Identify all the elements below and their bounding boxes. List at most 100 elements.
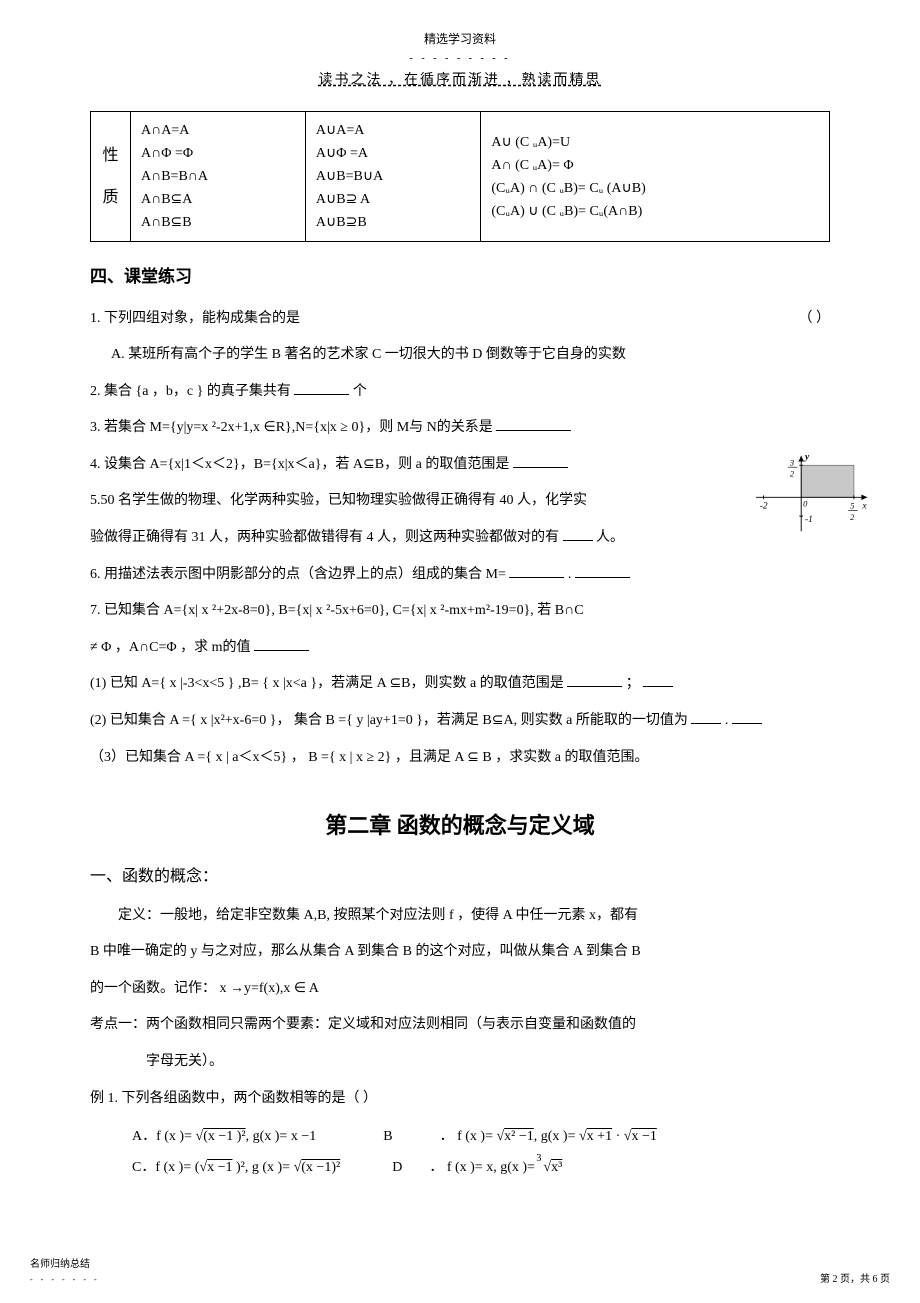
egD_sqrt: x³	[551, 1160, 562, 1175]
q4-blank	[513, 454, 568, 468]
q5b: 验做得正确得有 31 人，两种实验都做错得有 4 人，则这两种实验都做对的有	[90, 530, 559, 545]
footer-left-dots: - - - - - - -	[30, 1275, 100, 1284]
opt-row-2: C．f (x )= (√x −1 )², g (x )= √(x −1)² D …	[132, 1153, 830, 1184]
egB_label: B	[383, 1129, 392, 1144]
section-4-title: 四、课堂练习	[90, 264, 830, 290]
q9b: .	[725, 713, 729, 728]
q9-blank2	[732, 710, 762, 724]
q2: 2. 集合 {a ，b，c } 的真子集共有 个	[90, 379, 830, 406]
egA_pre: A．f (x )=	[132, 1129, 196, 1144]
q8-blank	[567, 673, 622, 687]
lbl-xpos-den: 2	[850, 512, 855, 522]
kd1: 考点一：两个函数相同只需两个要素：定义域和对应法则相同（与表示自变量和函数值的	[90, 1012, 830, 1039]
q6-blank2	[575, 564, 630, 578]
c1l4: A∩B⊆A	[141, 189, 295, 210]
c2l4: A∪B⊇ A	[316, 189, 470, 210]
egB_pre: f (x )=	[457, 1129, 496, 1144]
q5-2: 验做得正确得有 31 人，两种实验都做错得有 4 人，则这两种实验都做对的有 人…	[90, 525, 830, 552]
egD_pre: f (x )= x, g(x )=	[447, 1160, 539, 1175]
c1l1: A∩A=A	[141, 120, 295, 141]
egC_mid: )², g (x )=	[232, 1160, 293, 1175]
sub1: 一、函数的概念：	[90, 862, 830, 892]
col2: A∪A=A A∪Φ =A A∪B=B∪A A∪B⊇ A A∪B⊇B	[305, 112, 480, 242]
opt-d: D ． f (x )= x, g(x )= 3√x³	[392, 1160, 562, 1175]
x-arrow	[861, 494, 867, 500]
egD_label: D	[392, 1160, 402, 1175]
q8b: ；	[626, 676, 640, 691]
egB_sqrt1: x² −1	[504, 1129, 534, 1144]
col1: A∩A=A A∩Φ =Φ A∩B=B∩A A∩B⊆A A∩B⊆B	[131, 112, 306, 242]
shade-diagram: -2 x y 0 -1 3 2 5 2	[755, 454, 870, 534]
row-label: 性 质	[91, 112, 131, 242]
chapter-title: 第二章 函数的概念与定义域	[90, 809, 830, 842]
def3: 的一个函数。记作： x →y=f(x),x ∈ A	[90, 976, 830, 1003]
opt-a: A．f (x )= √(x −1 )², g(x )= x −1	[132, 1129, 320, 1144]
q7b: ≠ Φ ，A∩C=Φ ，求 m的值	[90, 640, 251, 655]
egB_mid: , g(x )=	[534, 1129, 579, 1144]
eg1: 例 1. 下列各组函数中，两个函数相等的是（ ）	[90, 1086, 830, 1113]
q2b: 个	[353, 384, 367, 399]
c2l5: A∪B⊇B	[316, 212, 470, 233]
c3l4: (CᵤA) ∪ (C ᵤB)= Cᵤ(A∩B)	[491, 201, 819, 222]
def2: B 中唯一确定的 y 与之对应，那么从集合 A 到集合 B 的这个对应，叫做从集…	[90, 939, 830, 966]
egD_cr: 3	[536, 1153, 541, 1164]
egB_dot2: ·	[612, 1129, 624, 1144]
q5-blank	[563, 527, 593, 541]
q8: (1) 已知 A={ x |-3<x<5 } ,B= { x |x<a }，若满…	[90, 671, 830, 698]
lbl-x: x	[861, 502, 867, 512]
egC_sqrt2: (x −1)²	[301, 1160, 340, 1175]
footer-right: 第 2 页，共 6 页	[820, 1272, 890, 1287]
q8-blank2	[643, 673, 673, 687]
lbl-origin: 0	[803, 499, 808, 509]
example-options: A．f (x )= √(x −1 )², g(x )= x −1 B ． f (…	[132, 1122, 830, 1184]
row-label-1: 性	[101, 144, 120, 168]
c3l2: A∩ (C ᵤA)= Φ	[491, 155, 819, 176]
q6b: .	[568, 567, 572, 582]
lbl-yneg: -1	[805, 515, 813, 525]
c1l2: A∩Φ =Φ	[141, 143, 295, 164]
footer-left: 名师归纳总结 - - - - - - -	[30, 1257, 100, 1287]
q1-paren: （ ）	[799, 306, 831, 333]
c1l3: A∩B=B∩A	[141, 166, 295, 187]
egB_dot: ．	[440, 1129, 454, 1144]
lbl-ypos-num: 3	[789, 457, 794, 467]
kd2: 字母无关）。	[90, 1049, 830, 1076]
egA_sqrt: (x −1 )²	[203, 1129, 245, 1144]
lbl-ypos-den: 2	[790, 469, 795, 479]
q9-blank	[691, 710, 721, 724]
y-arrow	[798, 456, 804, 462]
q7-2: ≠ Φ ，A∩C=Φ ，求 m的值	[90, 635, 830, 662]
c2l1: A∪A=A	[316, 120, 470, 141]
col3: A∪ (C ᵤA)=U A∩ (C ᵤA)= Φ (CᵤA) ∩ (C ᵤB)=…	[481, 112, 830, 242]
q9a: (2) 已知集合 A ={ x |x²+x-6=0 }， 集合 B ={ y |…	[90, 713, 688, 728]
egB_sqrt2: x +1	[587, 1129, 612, 1144]
def1: 定义：一般地，给定非空数集 A,B, 按照某个对应法则 f ，使得 A 中任一元…	[90, 903, 830, 930]
q1-options: A. 某班所有高个子的学生 B 著名的艺术家 C 一切很大的书 D 倒数等于它自…	[90, 342, 830, 369]
q9: (2) 已知集合 A ={ x |x²+x-6=0 }， 集合 B ={ y |…	[90, 708, 830, 735]
q2-blank	[294, 381, 349, 395]
q4a: 4. 设集合 A={x|1＜x＜2}，B={x|x＜a}，若 A⊆B，则 a 的…	[90, 457, 509, 472]
q1-text: 1. 下列四组对象，能构成集合的是	[90, 311, 300, 326]
c1l5: A∩B⊆B	[141, 212, 295, 233]
q2a: 2. 集合 {a ，b，c } 的真子集共有	[90, 384, 291, 399]
header-dots: - - - - - - - - -	[410, 53, 511, 64]
lbl-xpos-num: 5	[850, 501, 854, 511]
opt-row-1: A．f (x )= √(x −1 )², g(x )= x −1 B ． f (…	[132, 1122, 830, 1153]
egB_sqrt3: x −1	[631, 1129, 656, 1144]
q8a: (1) 已知 A={ x |-3<x<5 } ,B= { x |x<a }，若满…	[90, 676, 564, 691]
egC_pre: C．f (x )= (	[132, 1160, 199, 1175]
q4: 4. 设集合 A={x|1＜x＜2}，B={x|x＜a}，若 A⊆B，则 a 的…	[90, 452, 830, 479]
header-sub: 读书之法 ，在循序而渐进 ，熟读而精思	[90, 70, 830, 91]
c3l1: A∪ (C ᵤA)=U	[491, 132, 819, 153]
c2l3: A∪B=B∪A	[316, 166, 470, 187]
q10: （3）已知集合 A ={ x | a＜x＜5} ， B ={ x | x ≥ 2…	[90, 745, 830, 772]
egA_post: , g(x )= x −1	[246, 1129, 317, 1144]
q6: 6. 用描述法表示图中阴影部分的点（含边界上的点）组成的集合 M= .	[90, 562, 830, 589]
q6-blank	[509, 564, 564, 578]
q3: 3. 若集合 M={y|y=x ²-2x+1,x ∈R},N={x|x ≥ 0}…	[90, 415, 830, 442]
q7-blank	[254, 637, 309, 651]
q5-1: 5.50 名学生做的物理、化学两种实验，已知物理实验做得正确得有 40 人，化学…	[90, 488, 830, 515]
c2l2: A∪Φ =A	[316, 143, 470, 164]
lbl-y: y	[804, 454, 810, 463]
header-small: 精选学习资料 - - - - - - - - -	[90, 30, 830, 66]
